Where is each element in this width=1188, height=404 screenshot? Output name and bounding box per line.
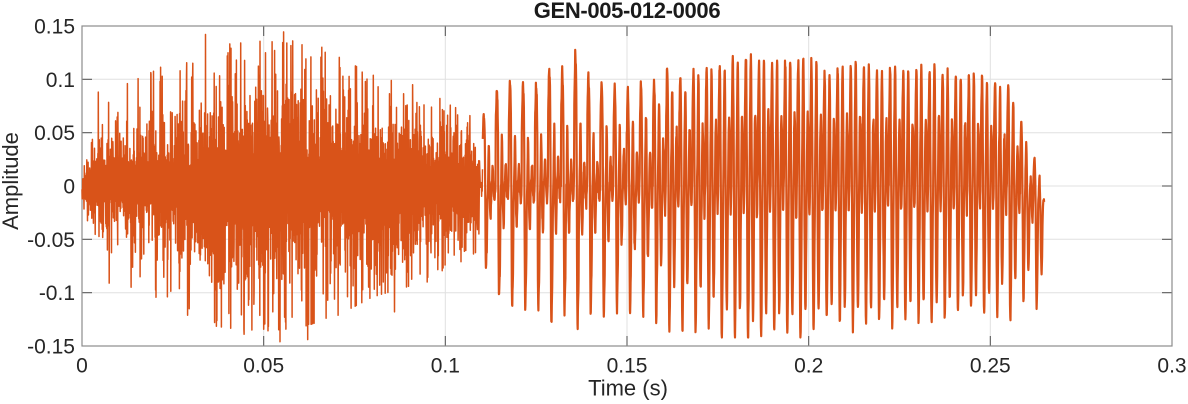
svg-text:0.3: 0.3: [1157, 355, 1186, 378]
svg-text:0.15: 0.15: [607, 355, 648, 378]
svg-text:0: 0: [76, 355, 88, 378]
svg-text:0.2: 0.2: [794, 355, 823, 378]
svg-text:GEN-005-012-0006: GEN-005-012-0006: [534, 0, 721, 23]
svg-text:-0.1: -0.1: [39, 282, 75, 305]
svg-text:0.25: 0.25: [970, 355, 1011, 378]
svg-text:0.15: 0.15: [34, 16, 75, 39]
svg-text:0.1: 0.1: [431, 355, 460, 378]
svg-text:-0.15: -0.15: [27, 336, 75, 359]
svg-text:0.1: 0.1: [46, 69, 75, 92]
svg-text:0.05: 0.05: [243, 355, 284, 378]
svg-text:0: 0: [63, 176, 75, 199]
svg-text:-0.05: -0.05: [27, 229, 75, 252]
svg-text:Amplitude: Amplitude: [0, 132, 23, 230]
svg-text:0.05: 0.05: [34, 122, 75, 145]
svg-text:Time (s): Time (s): [588, 376, 668, 401]
